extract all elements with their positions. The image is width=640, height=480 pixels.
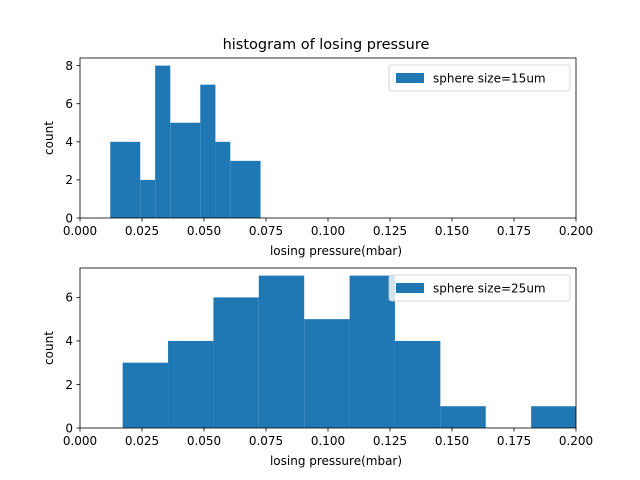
x-tick-label: 0.150 [435,224,469,238]
x-tick-label: 0.100 [311,434,345,448]
y-tick-label: 2 [65,378,73,392]
histogram-bar [230,160,261,218]
legend-swatch [396,73,424,83]
x-axis-label: losing pressure(mbar) [270,244,402,258]
y-tick-label: 4 [65,334,73,348]
histogram-panel-25um: 0.000 0.025 0.050 0.075 0.100 0.125 0.150 0.175… [42,267,593,468]
legend-label: sphere size=15um [433,72,546,86]
histogram-bar [110,141,141,218]
legend-label: sphere size=25um [433,282,546,296]
histogram-bar [140,179,156,218]
histogram-bar [349,275,395,428]
x-axis-label: losing pressure(mbar) [270,454,402,468]
histogram-bar [200,84,216,219]
y-tick-label: 0 [65,421,73,435]
histogram-bar [213,297,259,428]
histogram-bar [531,406,576,428]
x-tick-label: 0.050 [187,434,221,448]
x-tick-label: 0.200 [559,224,593,238]
x-tick-label: 0.050 [187,224,221,238]
y-tick-label: 0 [65,211,73,225]
x-tick-label: 0.150 [435,434,469,448]
legend: sphere size=25um [388,274,571,302]
histogram-bar [304,319,350,428]
y-tick-label: 8 [65,59,73,73]
histogram-bar [394,340,441,428]
histogram-bar [440,406,486,428]
x-tick-label: 0.125 [373,224,407,238]
legend-swatch [396,283,424,293]
histogram-bar [258,275,305,428]
x-tick-label: 0.125 [373,434,407,448]
y-axis-label: count [42,331,56,365]
legend: sphere size=15um [388,64,571,92]
histogram-bar [170,122,201,218]
y-tick-label: 4 [65,135,73,149]
histogram-bar [122,362,169,428]
x-tick-label: 0.200 [559,434,593,448]
x-tick-label: 0.100 [311,224,345,238]
x-tick-label: 0.025 [125,224,159,238]
y-axis-label: count [42,121,56,155]
x-tick-label: 0.025 [125,434,159,448]
x-tick-label: 0.175 [497,224,531,238]
y-tick-label: 6 [65,291,73,305]
x-tick-label: 0.075 [249,434,283,448]
x-tick-label: 0.000 [63,434,97,448]
x-tick-label: 0.075 [249,224,283,238]
x-tick-label: 0.000 [63,224,97,238]
histogram-panel-15um: 0.000 0.025 0.050 0.075 0.100 0.125 0.150 0.175… [42,57,593,258]
x-tick-label: 0.175 [497,434,531,448]
histogram-bar [168,340,214,428]
y-tick-label: 2 [65,173,73,187]
histogram-bar [215,141,231,218]
histogram-bar [155,65,171,218]
y-tick-label: 6 [65,97,73,111]
chart-title: histogram of losing pressure [223,37,430,53]
